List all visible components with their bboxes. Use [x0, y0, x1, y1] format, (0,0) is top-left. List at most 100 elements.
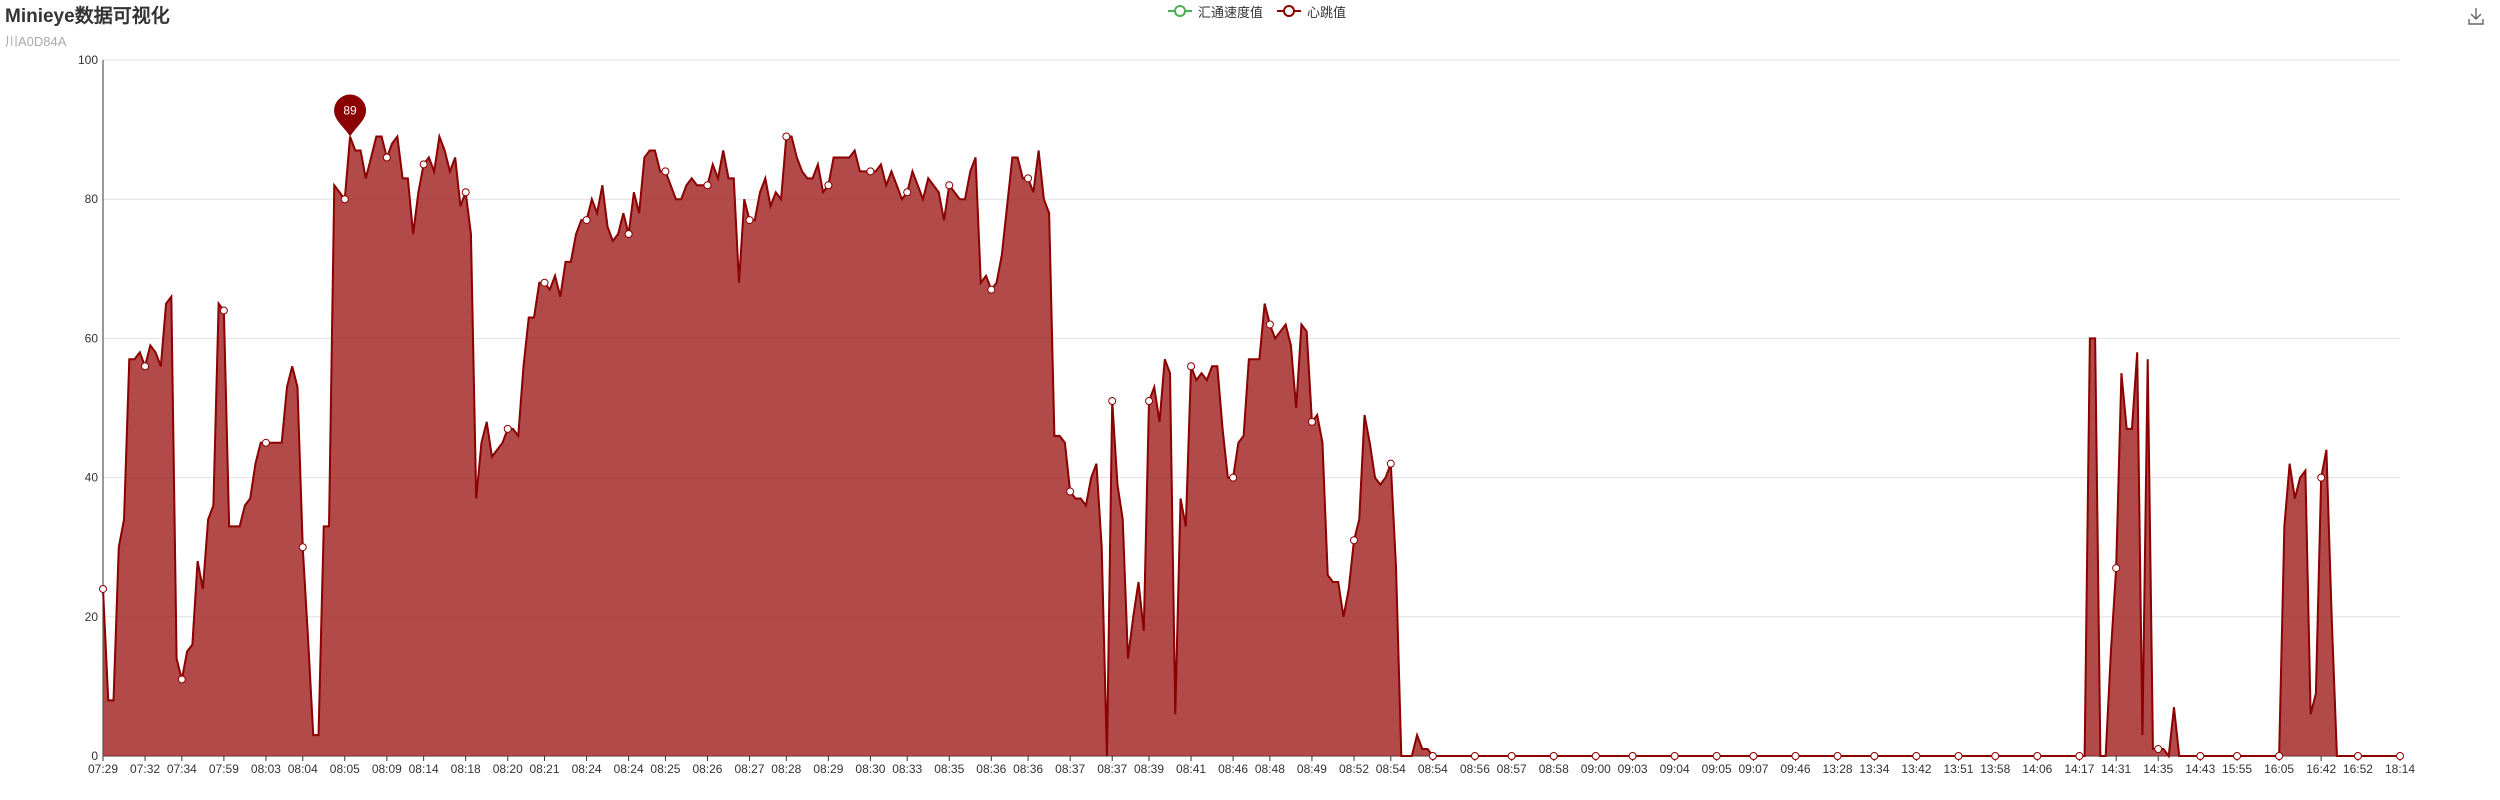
data-point [1670, 752, 1679, 760]
data-point [1591, 752, 1600, 760]
legend: 汇通速度值 心跳值 [1168, 1, 1346, 21]
x-tick-label: 13:58 [1980, 762, 2010, 776]
data-point [382, 153, 391, 162]
legend-item-heartbeat[interactable]: 心跳值 [1277, 2, 1346, 21]
x-tick-label: 15:55 [2222, 762, 2252, 776]
data-point [866, 167, 875, 176]
data-point [261, 438, 270, 447]
data-point [2075, 752, 2084, 760]
data-point [1712, 752, 1721, 760]
data-point [1549, 752, 1558, 760]
x-tick-label: 08:27 [735, 762, 765, 776]
x-tick-label: 13:28 [1823, 762, 1853, 776]
x-tick-label: 08:37 [1097, 762, 1127, 776]
x-tick-label: 16:42 [2306, 762, 2336, 776]
data-point [1265, 320, 1274, 329]
data-point [2112, 564, 2121, 573]
data-point [2396, 752, 2404, 760]
y-tick-label: 80 [85, 192, 99, 206]
x-tick-label: 08:03 [251, 762, 281, 776]
x-tick-label: 07:59 [209, 762, 239, 776]
series-line [102, 132, 2400, 759]
x-tick-label: 08:52 [1339, 762, 1369, 776]
data-point [1024, 174, 1033, 183]
data-point [703, 181, 712, 190]
data-point [945, 181, 954, 190]
x-tick-label: 08:36 [1013, 762, 1043, 776]
x-tick-label: 08:04 [288, 762, 318, 776]
data-point [1470, 752, 1479, 760]
data-point [2233, 752, 2242, 760]
x-tick-label: 08:54 [1376, 762, 1406, 776]
x-tick-label: 14:35 [2143, 762, 2173, 776]
x-tick-label: 08:24 [614, 762, 644, 776]
data-point [1870, 752, 1879, 760]
data-point [1749, 752, 1758, 760]
data-point [1628, 752, 1637, 760]
x-tick-label: 08:05 [330, 762, 360, 776]
data-point [461, 188, 470, 197]
chart-title: Minieye数据可视化 [5, 6, 170, 27]
x-tick-label: 08:48 [1255, 762, 1285, 776]
data-point [2196, 752, 2205, 760]
data-point [298, 543, 307, 552]
y-tick-label: 100 [78, 53, 98, 67]
x-tick-label: 13:34 [1859, 762, 1889, 776]
data-point [99, 584, 107, 593]
x-tick-label: 09:07 [1738, 762, 1768, 776]
legend-label-heartbeat: 心跳值 [1307, 4, 1347, 20]
x-tick-label: 14:06 [2022, 762, 2052, 776]
data-point [1108, 397, 1117, 406]
x-tick-label: 08:49 [1297, 762, 1327, 776]
data-point [782, 132, 791, 141]
data-point [503, 424, 512, 433]
x-tick-label: 08:28 [771, 762, 801, 776]
data-point [1187, 362, 1196, 371]
x-tick-label: 08:41 [1176, 762, 1206, 776]
data-point [1066, 487, 1075, 496]
x-tick-label: 09:05 [1702, 762, 1732, 776]
data-point [1507, 752, 1516, 760]
x-tick-label: 13:51 [1943, 762, 1973, 776]
legend-label-speed: 汇通速度值 [1198, 4, 1264, 20]
series-area [103, 136, 2400, 756]
x-tick-label: 09:46 [1781, 762, 1811, 776]
x-tick-label: 18:14 [2385, 762, 2415, 776]
x-tick-label: 08:39 [1134, 762, 1164, 776]
data-point [340, 195, 349, 204]
data-point [824, 181, 833, 190]
data-point [1991, 752, 2000, 760]
data-point [2033, 752, 2042, 760]
y-tick-label: 60 [85, 331, 99, 345]
x-tick-label: 14:43 [2185, 762, 2215, 776]
data-point [1833, 752, 1842, 760]
x-tick-label: 08:35 [934, 762, 964, 776]
x-tick-label: 08:20 [493, 762, 523, 776]
x-tick-label: 16:52 [2343, 762, 2373, 776]
data-point [1912, 752, 1921, 760]
data-point [624, 230, 633, 238]
x-tick-label: 08:36 [976, 762, 1006, 776]
x-tick-label: 08:26 [692, 762, 722, 776]
data-point [2353, 752, 2362, 760]
x-tick-label: 08:54 [1418, 762, 1448, 776]
x-tick-label: 14:17 [2064, 762, 2094, 776]
data-point [1145, 397, 1154, 406]
data-point [419, 160, 428, 169]
x-tick-label: 08:09 [372, 762, 402, 776]
download-icon [2468, 8, 2484, 25]
data-point [1386, 459, 1395, 468]
x-tick-label: 08:18 [451, 762, 481, 776]
data-point [1307, 417, 1316, 426]
download-button[interactable] [2466, 6, 2486, 26]
x-tick-label: 08:29 [813, 762, 843, 776]
data-point [661, 167, 670, 176]
x-tick-label: 08:14 [409, 762, 439, 776]
data-point [540, 278, 549, 287]
x-tick-label: 08:25 [650, 762, 680, 776]
x-tick-label: 16:05 [2264, 762, 2294, 776]
x-tick-label: 07:32 [130, 762, 160, 776]
x-tick-label: 08:57 [1497, 762, 1527, 776]
legend-item-speed[interactable]: 汇通速度值 [1168, 2, 1263, 21]
